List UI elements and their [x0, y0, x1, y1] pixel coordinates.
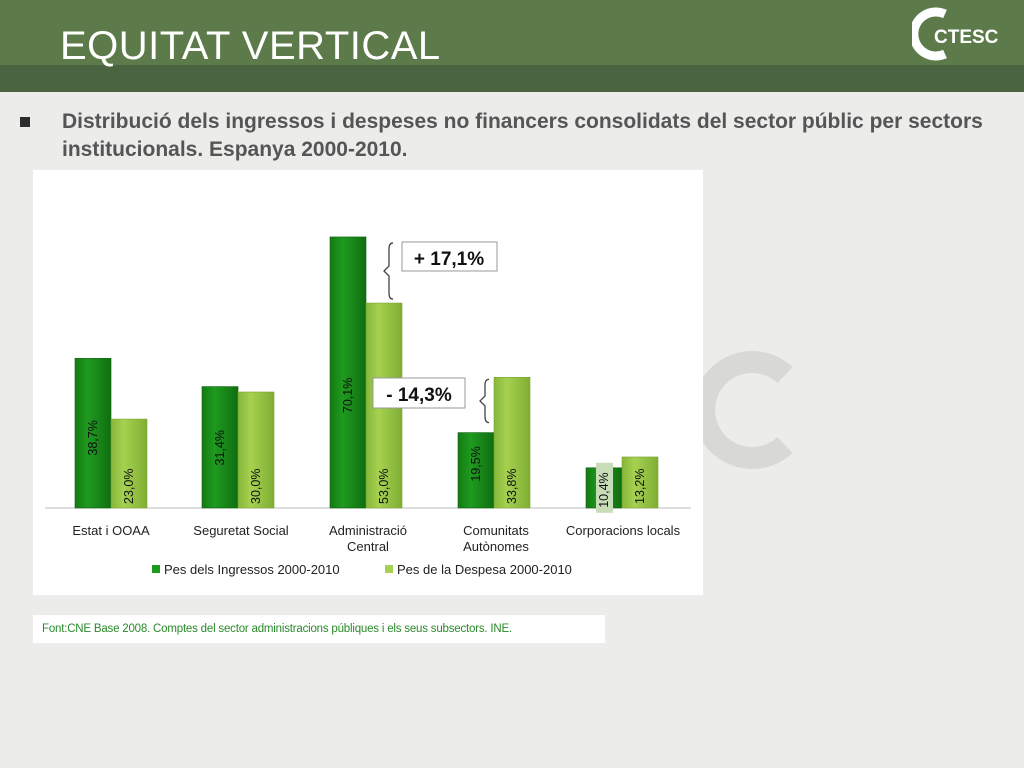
- value-label-income-4: 10,4%: [597, 472, 611, 507]
- header-band: [0, 65, 1024, 92]
- bar-expense-1: [237, 391, 275, 509]
- value-label-income-2: 70,1%: [341, 378, 355, 413]
- bullet-icon: [20, 117, 30, 127]
- annotation-text-1: - 14,3%: [386, 385, 452, 406]
- bar-chart-svg: 38,7% 31,4% 70,1% 19,5% 10,4% 23,0% 30,0% 53,0%…: [45, 236, 691, 577]
- value-label-income-0: 38,7%: [86, 420, 100, 455]
- value-label-expense-1: 30,0%: [249, 469, 263, 504]
- value-label-expense-4: 13,2%: [633, 469, 647, 504]
- bar-income-1: [201, 386, 239, 509]
- annotation-box-0: [401, 241, 498, 272]
- annotation-box-1: [372, 377, 466, 409]
- tick-label-4: Corporacions locals: [566, 523, 681, 538]
- annotation-text-0: + 17,1%: [414, 249, 484, 270]
- chart: 38,7% 31,4% 70,1% 19,5% 10,4% 23,0% 30,0% 53,0%…: [33, 170, 703, 595]
- value-label-expense-3: 33,8%: [505, 469, 519, 504]
- legend-label-expense: Pes de la Despesa 2000-2010: [397, 562, 572, 577]
- bar-expense-4: [621, 456, 659, 509]
- bar-expense-0: [110, 418, 148, 509]
- tick-label-2-line2: Central: [347, 539, 389, 554]
- slide-subtitle: Distribució dels ingressos i despeses no…: [62, 110, 983, 161]
- tick-label-2: Administració: [329, 523, 407, 538]
- source-note: Font:CNE Base 2008. Comptes del sector a…: [33, 615, 605, 643]
- legend-swatch-income: [152, 565, 160, 573]
- tick-label-0: Estat i OOAA: [72, 523, 150, 538]
- logo-text: CTESC: [934, 27, 999, 48]
- logo-watermark-icon: [700, 351, 793, 469]
- ctesc-logo: CTESC: [912, 7, 999, 61]
- value-label-income-1: 31,4%: [213, 430, 227, 465]
- tick-label-3-line2: Autònomes: [463, 539, 529, 554]
- legend-label-income: Pes dels Ingressos 2000-2010: [164, 562, 340, 577]
- value-label-expense-2: 53,0%: [377, 469, 391, 504]
- annotation-bracket-0: [383, 242, 394, 300]
- bar-expense-3: [493, 377, 531, 509]
- legend-swatch-expense: [385, 565, 393, 573]
- slide-title: EQUITAT VERTICAL: [60, 24, 441, 68]
- header-bar: [0, 0, 1024, 65]
- bar-income-3: [457, 432, 495, 509]
- value-label-income-3: 19,5%: [469, 446, 483, 481]
- tick-label-3: Comunitats: [463, 523, 529, 538]
- tick-label-1: Seguretat Social: [193, 523, 289, 538]
- value-label-bg-4: [596, 462, 613, 513]
- bar-income-2: [329, 236, 367, 509]
- bar-income-0: [74, 358, 112, 509]
- value-label-expense-0: 23,0%: [122, 469, 136, 504]
- annotation-bracket-1: [479, 378, 490, 424]
